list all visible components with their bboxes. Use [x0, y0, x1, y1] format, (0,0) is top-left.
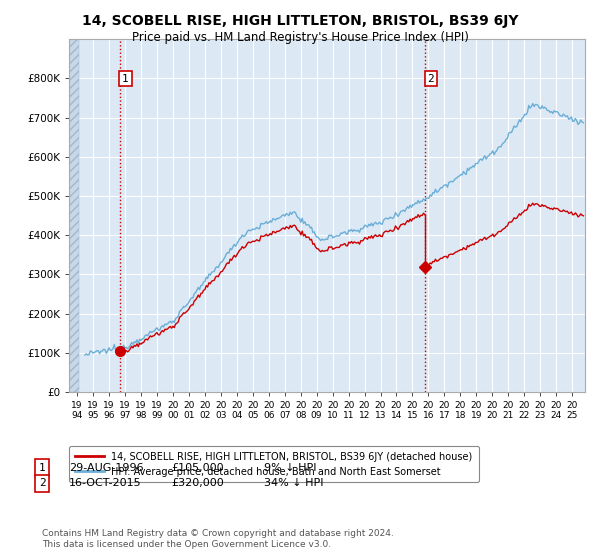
Text: 14, SCOBELL RISE, HIGH LITTLETON, BRISTOL, BS39 6JY: 14, SCOBELL RISE, HIGH LITTLETON, BRISTO…	[82, 14, 518, 28]
Text: 16-OCT-2015: 16-OCT-2015	[69, 478, 142, 488]
Text: 34% ↓ HPI: 34% ↓ HPI	[264, 478, 323, 488]
Text: Contains HM Land Registry data © Crown copyright and database right 2024.
This d: Contains HM Land Registry data © Crown c…	[42, 529, 394, 549]
Text: 29-AUG-1996: 29-AUG-1996	[69, 463, 143, 473]
Text: 2: 2	[38, 478, 46, 488]
Text: 2: 2	[428, 73, 434, 83]
Text: 1: 1	[38, 463, 46, 473]
Bar	[69, 39, 79, 392]
Text: Price paid vs. HM Land Registry's House Price Index (HPI): Price paid vs. HM Land Registry's House …	[131, 31, 469, 44]
Legend: 14, SCOBELL RISE, HIGH LITTLETON, BRISTOL, BS39 6JY (detached house), HPI: Avera: 14, SCOBELL RISE, HIGH LITTLETON, BRISTO…	[69, 446, 479, 482]
Text: £320,000: £320,000	[171, 478, 224, 488]
Text: £105,000: £105,000	[171, 463, 224, 473]
Text: 9% ↓ HPI: 9% ↓ HPI	[264, 463, 317, 473]
Text: 1: 1	[122, 73, 129, 83]
